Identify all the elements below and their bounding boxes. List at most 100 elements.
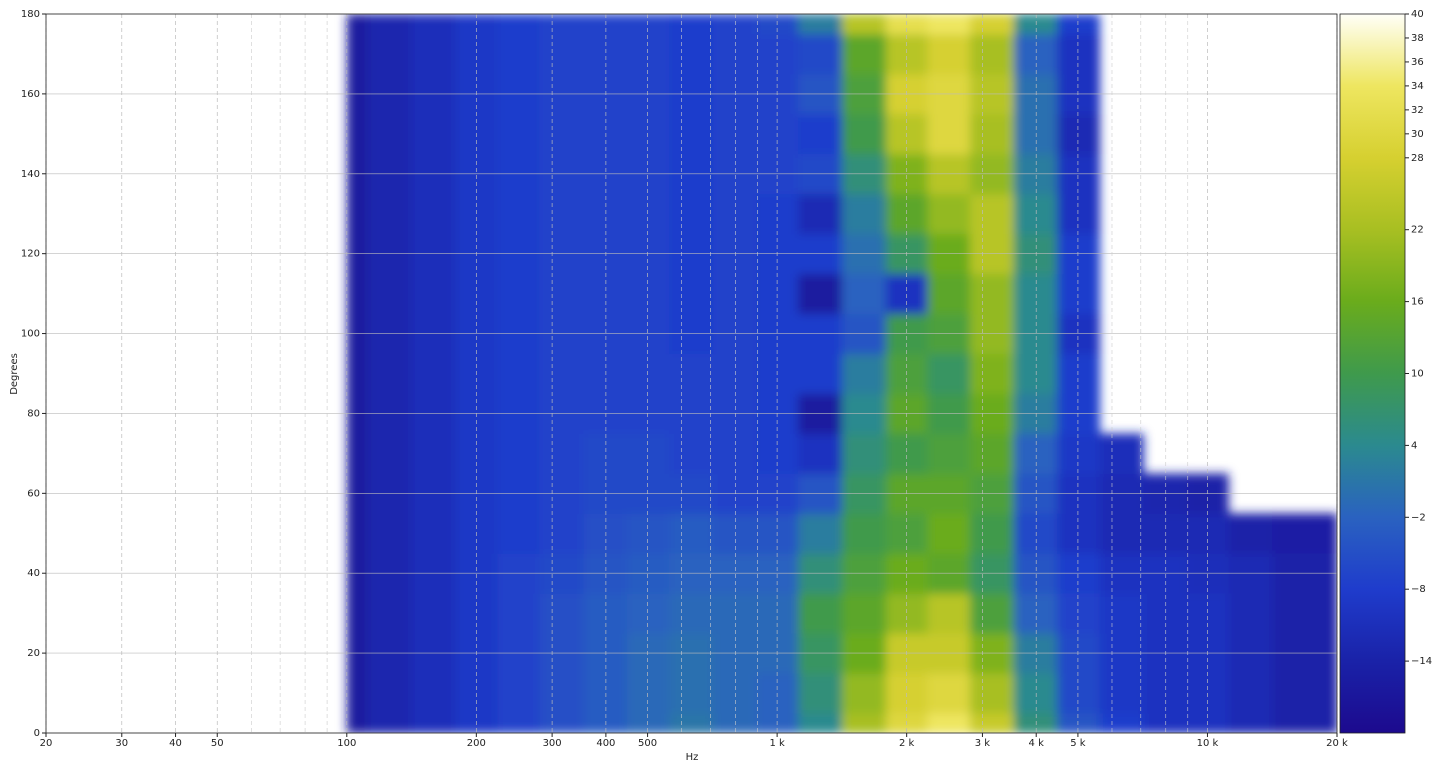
- heatmap-cell: [1316, 673, 1337, 714]
- heatmap-cell: [669, 713, 714, 733]
- heatmap-cell: [841, 193, 887, 235]
- heatmap-cell: [411, 113, 456, 155]
- x-tick-label: 400: [596, 738, 615, 749]
- heatmap-cell: [841, 433, 887, 474]
- x-tick-label: 500: [638, 738, 657, 749]
- colorbar-tick-label: −14: [1411, 656, 1432, 667]
- heatmap-cell: [626, 353, 670, 394]
- heatmap-cell: [841, 713, 887, 733]
- heatmap-cell: [927, 113, 971, 155]
- heatmap-cell: [969, 33, 1015, 75]
- heatmap-cell: [1057, 353, 1101, 394]
- heatmap-cell: [411, 193, 456, 235]
- colorbar-tick-label: 40: [1411, 9, 1424, 20]
- heatmap-cell: [797, 113, 843, 155]
- heatmap-cell: [927, 193, 971, 235]
- y-tick-label: 160: [21, 89, 40, 100]
- heatmap-cell: [411, 433, 456, 474]
- colorbar-tick-label: 16: [1411, 297, 1424, 308]
- heatmap-cell: [1057, 113, 1101, 155]
- y-tick-label: 60: [27, 488, 40, 499]
- heatmap-cell: [927, 273, 971, 315]
- y-tick-label: 140: [21, 169, 40, 180]
- heatmap-cell: [927, 713, 971, 733]
- heatmap-cell: [927, 673, 971, 714]
- heatmap-cell: [841, 353, 887, 394]
- heatmap-cell: [756, 33, 799, 75]
- x-tick-label: 1 k: [769, 738, 785, 749]
- y-axis-label: Degrees: [9, 353, 20, 395]
- heatmap-cell: [797, 433, 843, 474]
- heatmap-cell: [367, 593, 413, 634]
- heatmap-cell: [1099, 593, 1144, 634]
- heatmap-cell: [1057, 433, 1101, 474]
- heatmap-cell: [927, 433, 971, 474]
- heatmap-cell: [411, 273, 456, 315]
- heatmap-cell: [669, 673, 714, 714]
- heatmap-cell: [346, 113, 369, 155]
- heatmap-cell: [885, 33, 929, 75]
- heatmap-cell: [367, 673, 413, 714]
- heatmap-cell: [455, 33, 498, 75]
- heatmap-cell: [1057, 713, 1101, 733]
- heatmap-cell: [626, 33, 670, 75]
- heatmap-cell: [346, 14, 369, 35]
- heatmap-cell: [797, 713, 843, 733]
- heatmap-cell: [969, 273, 1015, 315]
- heatmap-cell: [497, 673, 541, 714]
- heatmap-cell: [411, 513, 456, 554]
- heatmap-cell: [497, 593, 541, 634]
- heatmap-cell: [927, 353, 971, 394]
- heatmap-cell: [1057, 193, 1101, 235]
- heatmap-cell: [713, 33, 757, 75]
- heatmap-cell: [411, 353, 456, 394]
- heatmap-cell: [927, 33, 971, 75]
- heatmap-cell: [539, 273, 585, 315]
- heatmap-cell: [497, 353, 541, 394]
- heatmap-cell: [1099, 433, 1144, 474]
- heatmap-cell: [411, 713, 456, 733]
- heatmap-cell: [455, 593, 498, 634]
- heatmap-cell: [969, 113, 1015, 155]
- heatmap-cell: [367, 14, 413, 35]
- heatmap-cell: [583, 273, 628, 315]
- heatmap-cell: [969, 353, 1015, 394]
- heatmap-cell: [841, 593, 887, 634]
- heatmap-cell: [713, 593, 757, 634]
- heatmap-cell: [583, 193, 628, 235]
- heatmap-cell: [411, 33, 456, 75]
- heatmap-cell: [539, 433, 585, 474]
- heatmap-cell: [1057, 273, 1101, 315]
- heatmap-cell: [713, 14, 757, 35]
- heatmap-cell: [1013, 14, 1058, 35]
- heatmap-cell: [346, 593, 369, 634]
- heatmap-cell: [969, 593, 1015, 634]
- heatmap-cell: [841, 113, 887, 155]
- plot-frame: [45, 13, 1338, 734]
- x-tick-label: 100: [337, 738, 356, 749]
- heatmap-cell: [626, 273, 670, 315]
- heatmap-cell: [1272, 513, 1317, 554]
- heatmap-cell: [713, 713, 757, 733]
- heatmap-cell: [841, 33, 887, 75]
- heatmap-cell: [669, 113, 714, 155]
- heatmap-cell: [797, 273, 843, 315]
- heatmap-cell: [497, 193, 541, 235]
- heatmap-cell: [367, 193, 413, 235]
- colorbar-tick-label: 28: [1411, 153, 1424, 164]
- heatmap-cell: [626, 593, 670, 634]
- heatmap-cell: [497, 713, 541, 733]
- heatmap-cell: [1228, 513, 1273, 554]
- heatmap-cell: [626, 713, 670, 733]
- heatmap-cell: [1013, 33, 1058, 75]
- heatmap-cell: [669, 513, 714, 554]
- x-tick-label: 3 k: [975, 738, 991, 749]
- heatmap-cell: [1057, 14, 1101, 35]
- y-tick-label: 120: [21, 249, 40, 260]
- heatmap-cell: [411, 673, 456, 714]
- heatmap-cell: [669, 33, 714, 75]
- heatmap-cell: [669, 273, 714, 315]
- heatmap-cell: [756, 593, 799, 634]
- heatmap-cell: [841, 273, 887, 315]
